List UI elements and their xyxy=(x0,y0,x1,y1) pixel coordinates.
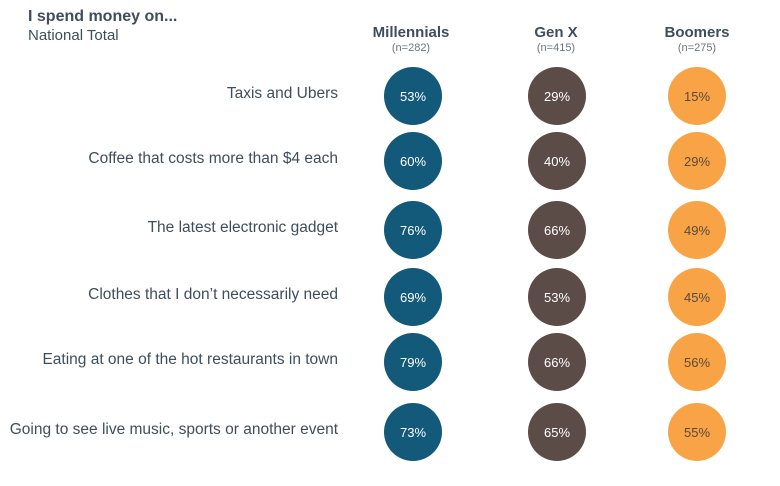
value-bubble-genx: 53% xyxy=(528,268,586,326)
value-bubble-boomers: 56% xyxy=(668,333,726,391)
value-bubble-genx: 65% xyxy=(528,403,586,461)
column-sample-size: (n=282) xyxy=(391,42,431,54)
column-name: Millennials xyxy=(372,24,450,41)
column-sample-size: (n=275) xyxy=(677,42,717,54)
column-name: Boomers xyxy=(664,24,730,41)
chart-title: I spend money on... xyxy=(28,8,178,25)
value-bubble-millennials: 76% xyxy=(384,201,442,259)
value-bubble-millennials: 79% xyxy=(384,333,442,391)
row-label: The latest electronic gadget xyxy=(147,219,338,236)
value-bubble-boomers: 45% xyxy=(668,268,726,326)
column-sample-size: (n=415) xyxy=(536,42,576,54)
value-bubble-boomers: 29% xyxy=(668,132,726,190)
value-bubble-genx: 29% xyxy=(528,67,586,125)
value-bubble-millennials: 73% xyxy=(384,403,442,461)
row-label: Clothes that I don’t necessarily need xyxy=(88,286,338,303)
value-bubble-millennials: 53% xyxy=(384,67,442,125)
value-bubble-genx: 66% xyxy=(528,201,586,259)
value-bubble-genx: 40% xyxy=(528,132,586,190)
row-label: Going to see live music, sports or anoth… xyxy=(9,421,338,438)
value-bubble-genx: 66% xyxy=(528,333,586,391)
chart-subtitle: National Total xyxy=(28,27,119,44)
row-label: Eating at one of the hot restaurants in … xyxy=(42,351,338,368)
value-bubble-boomers: 55% xyxy=(668,403,726,461)
value-bubble-boomers: 15% xyxy=(668,67,726,125)
column-header-millennials: Millennials (n=282) xyxy=(346,24,476,54)
value-bubble-millennials: 60% xyxy=(384,132,442,190)
value-bubble-boomers: 49% xyxy=(668,201,726,259)
column-header-genx: Gen X (n=415) xyxy=(491,24,621,54)
value-bubble-millennials: 69% xyxy=(384,268,442,326)
row-label: Taxis and Ubers xyxy=(226,85,338,102)
column-name: Gen X xyxy=(534,24,578,41)
row-label: Coffee that costs more than $4 each xyxy=(88,150,338,167)
column-header-boomers: Boomers (n=275) xyxy=(632,24,762,54)
title-block: I spend money on... National Total xyxy=(28,8,177,44)
